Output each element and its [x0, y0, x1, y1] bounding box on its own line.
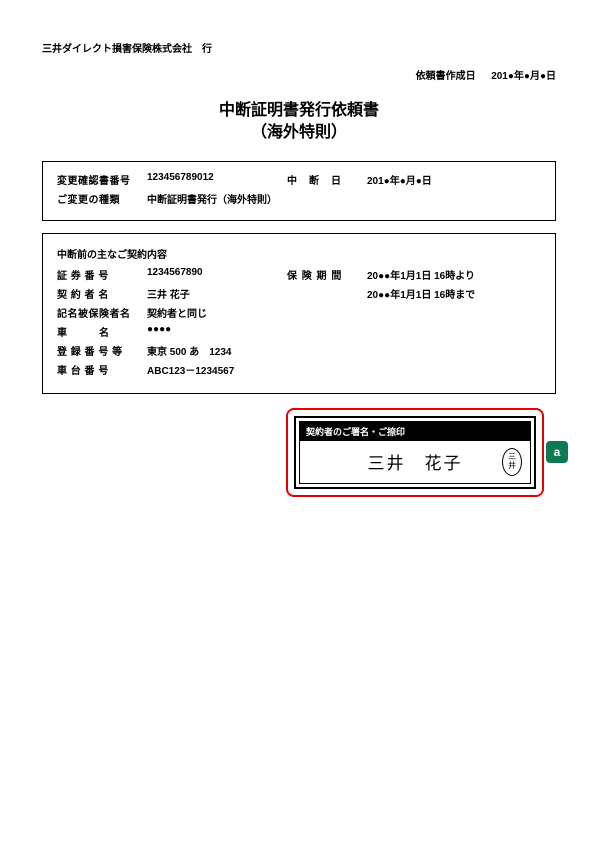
car-name-label: 車 名 — [57, 324, 147, 339]
car-name-value: ●●●● — [147, 324, 171, 339]
confirm-no-value: 123456789012 — [147, 172, 287, 187]
period-label: 保 険 期 間 — [287, 267, 367, 282]
signature-highlight: 契約者のご署名・ご捺印 三井 花子 三 井 — [286, 408, 544, 497]
seal-char2: 井 — [508, 462, 516, 470]
holder-label: 契 約 者 名 — [57, 286, 147, 301]
confirmation-box: 変更確認書番号 123456789012 中 断 日 201●年●月●日 ご変更… — [42, 161, 556, 221]
company-header: 三井ダイレクト損害保険株式会社 行 — [42, 40, 556, 55]
change-type-value: 中断証明書発行（海外特則） — [147, 191, 277, 206]
reg-no-value: 東京 500 あ 1234 — [147, 343, 232, 358]
chassis-label: 車 台 番 号 — [57, 362, 147, 377]
confirm-no-label: 変更確認書番号 — [57, 172, 147, 187]
holder-value: 三井 花子 — [147, 286, 287, 301]
change-type-label: ご変更の種類 — [57, 191, 147, 206]
period-from: 20●●年1月1日 16時より — [367, 267, 541, 282]
signature-header: 契約者のご署名・ご捺印 — [300, 422, 530, 441]
created-date-line: 依頼書作成日 201●年●月●日 — [42, 67, 556, 82]
period-to: 20●●年1月1日 16時まで — [367, 286, 541, 301]
interrupt-date-label: 中 断 日 — [287, 172, 367, 187]
created-date-value: 201●年●月●日 — [491, 71, 556, 82]
signature-inner-border: 契約者のご署名・ご捺印 三井 花子 三 井 — [299, 421, 531, 484]
policy-no-value: 1234567890 — [147, 267, 287, 282]
chassis-value: ABC123－1234567 — [147, 362, 234, 377]
signature-outer-border: 契約者のご署名・ご捺印 三井 花子 三 井 — [294, 416, 536, 489]
annotation-tag-a: a — [546, 441, 568, 463]
insured-value: 契約者と同じ — [147, 305, 207, 320]
created-date-label: 依頼書作成日 — [416, 71, 476, 82]
insured-label: 記名被保険者名 — [57, 305, 147, 320]
policy-no-label: 証 券 番 号 — [57, 267, 147, 282]
signature-area: 契約者のご署名・ご捺印 三井 花子 三 井 a — [286, 408, 544, 497]
reg-no-label: 登 録 番 号 等 — [57, 343, 147, 358]
section-title: 中断前の主なご契約内容 — [57, 246, 541, 261]
signature-name: 三井 花子 — [368, 449, 463, 474]
document-title: 中断証明書発行依頼書 （海外特則） — [42, 100, 556, 145]
title-line1: 中断証明書発行依頼書 — [42, 100, 556, 122]
signature-body: 三井 花子 三 井 — [300, 441, 530, 483]
interrupt-date-value: 201●年●月●日 — [367, 172, 541, 187]
title-line2: （海外特則） — [42, 122, 556, 144]
seal-stamp: 三 井 — [502, 448, 522, 476]
contract-box: 中断前の主なご契約内容 証 券 番 号 1234567890 保 険 期 間 2… — [42, 233, 556, 394]
